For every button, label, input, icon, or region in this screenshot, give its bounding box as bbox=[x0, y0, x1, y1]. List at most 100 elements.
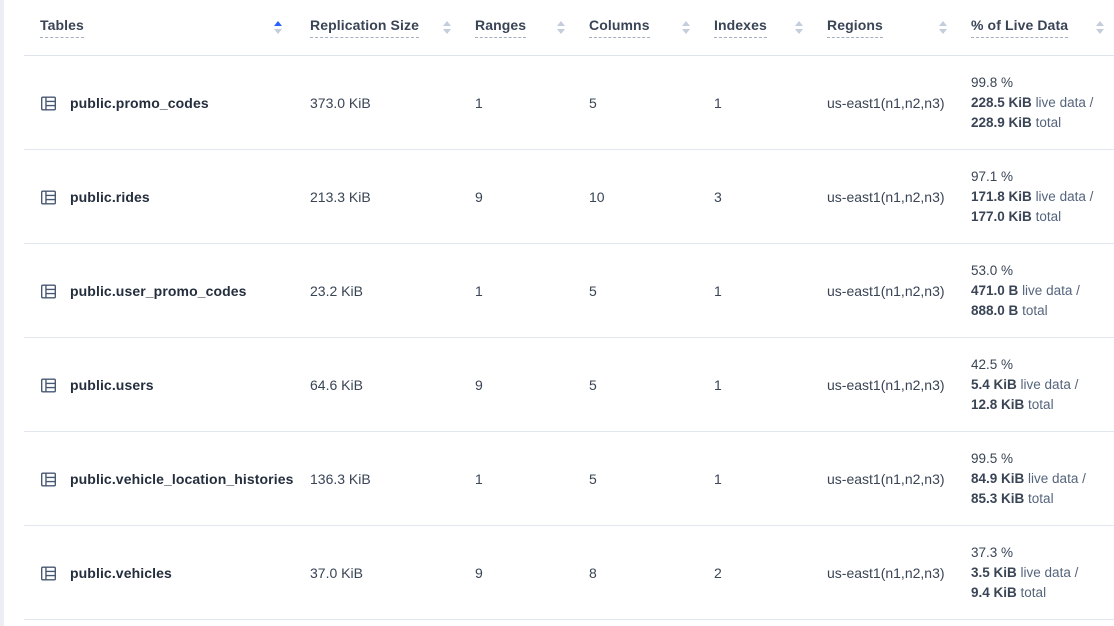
column-header-pct-live-data[interactable]: % of Live Data bbox=[957, 17, 1114, 38]
table-row: public.rides 213.3 KiB 9 10 3 us-east1(n… bbox=[24, 150, 1114, 244]
live-data-line: 5.4 KiB live data / bbox=[971, 376, 1079, 392]
table-icon bbox=[40, 471, 57, 488]
table-icon bbox=[40, 95, 57, 112]
columns-cell: 10 bbox=[589, 188, 605, 205]
live-data-line: 84.9 KiB live data / bbox=[971, 470, 1086, 486]
pct-live-data-cell: 42.5 % 5.4 KiB live data / 12.8 KiB tota… bbox=[957, 355, 1114, 415]
indexes-cell: 1 bbox=[714, 376, 722, 393]
tables-list: Tables Replication Size Ranges Columns I… bbox=[24, 0, 1114, 620]
table-header-row: Tables Replication Size Ranges Columns I… bbox=[24, 0, 1114, 56]
sort-icon bbox=[939, 21, 947, 34]
column-header-label: Regions bbox=[827, 17, 883, 38]
sort-icon bbox=[274, 21, 282, 34]
ranges-cell: 1 bbox=[475, 282, 483, 299]
indexes-cell: 1 bbox=[714, 282, 722, 299]
ranges-cell: 9 bbox=[475, 188, 483, 205]
replication-size-cell: 213.3 KiB bbox=[310, 188, 371, 205]
table-icon bbox=[40, 377, 57, 394]
total-data-line: 228.9 KiB total bbox=[971, 114, 1062, 130]
table-name-cell: public.vehicle_location_histories bbox=[24, 470, 296, 488]
regions-cell: us-east1(n1,n2,n3) bbox=[827, 564, 945, 581]
table-icon bbox=[40, 283, 57, 300]
table-row: public.vehicle_location_histories 136.3 … bbox=[24, 432, 1114, 526]
table-icon bbox=[40, 565, 57, 582]
total-data-line: 888.0 B total bbox=[971, 302, 1048, 318]
total-data-line: 12.8 KiB total bbox=[971, 396, 1054, 412]
column-header-indexes[interactable]: Indexes bbox=[700, 17, 813, 38]
pct-live-data-cell: 53.0 % 471.0 B live data / 888.0 B total bbox=[957, 261, 1114, 321]
table-icon bbox=[40, 189, 57, 206]
regions-cell: us-east1(n1,n2,n3) bbox=[827, 376, 945, 393]
table-row: public.users 64.6 KiB 9 5 1 us-east1(n1,… bbox=[24, 338, 1114, 432]
live-data-line: 471.0 B live data / bbox=[971, 282, 1080, 298]
columns-cell: 8 bbox=[589, 564, 597, 581]
pct-live-value: 53.0 % bbox=[971, 262, 1014, 278]
sort-icon bbox=[443, 21, 451, 34]
indexes-cell: 1 bbox=[714, 470, 722, 487]
replication-size-cell: 37.0 KiB bbox=[310, 564, 363, 581]
sort-icon bbox=[795, 21, 803, 34]
columns-cell: 5 bbox=[589, 376, 597, 393]
table-name-link[interactable]: public.users bbox=[70, 376, 154, 393]
column-header-replication-size[interactable]: Replication Size bbox=[296, 17, 461, 38]
column-header-regions[interactable]: Regions bbox=[813, 17, 957, 38]
regions-cell: us-east1(n1,n2,n3) bbox=[827, 188, 945, 205]
columns-cell: 5 bbox=[589, 282, 597, 299]
sort-icon bbox=[682, 21, 690, 34]
table-row: public.user_promo_codes 23.2 KiB 1 5 1 u… bbox=[24, 244, 1114, 338]
table-name-cell: public.users bbox=[24, 376, 296, 394]
table-name-link[interactable]: public.user_promo_codes bbox=[70, 282, 247, 299]
ranges-cell: 1 bbox=[475, 94, 483, 111]
pct-live-value: 37.3 % bbox=[971, 544, 1014, 560]
table-name-link[interactable]: public.vehicle_location_histories bbox=[70, 470, 294, 487]
column-header-label: Tables bbox=[40, 17, 84, 38]
table-name-cell: public.rides bbox=[24, 188, 296, 206]
total-data-line: 9.4 KiB total bbox=[971, 584, 1047, 600]
replication-size-cell: 373.0 KiB bbox=[310, 94, 371, 111]
pct-live-value: 99.5 % bbox=[971, 450, 1014, 466]
pct-live-value: 42.5 % bbox=[971, 356, 1014, 372]
pct-live-data-cell: 97.1 % 171.8 KiB live data / 177.0 KiB t… bbox=[957, 167, 1114, 227]
column-header-label: Replication Size bbox=[310, 17, 419, 38]
sort-icon bbox=[1096, 21, 1104, 34]
table-name-link[interactable]: public.vehicles bbox=[70, 564, 172, 581]
indexes-cell: 2 bbox=[714, 564, 722, 581]
live-data-line: 171.8 KiB live data / bbox=[971, 188, 1094, 204]
sort-icon bbox=[557, 21, 565, 34]
table-name-link[interactable]: public.rides bbox=[70, 188, 150, 205]
page-left-strip bbox=[0, 0, 4, 626]
table-name-cell: public.vehicles bbox=[24, 564, 296, 582]
total-data-line: 85.3 KiB total bbox=[971, 490, 1054, 506]
live-data-line: 3.5 KiB live data / bbox=[971, 564, 1079, 580]
table-row: public.promo_codes 373.0 KiB 1 5 1 us-ea… bbox=[24, 56, 1114, 150]
ranges-cell: 9 bbox=[475, 376, 483, 393]
columns-cell: 5 bbox=[589, 470, 597, 487]
indexes-cell: 3 bbox=[714, 188, 722, 205]
total-data-line: 177.0 KiB total bbox=[971, 208, 1062, 224]
replication-size-cell: 23.2 KiB bbox=[310, 282, 363, 299]
pct-live-value: 97.1 % bbox=[971, 168, 1014, 184]
column-header-label: Columns bbox=[589, 17, 650, 38]
regions-cell: us-east1(n1,n2,n3) bbox=[827, 282, 945, 299]
regions-cell: us-east1(n1,n2,n3) bbox=[827, 94, 945, 111]
column-header-label: Indexes bbox=[714, 17, 767, 38]
column-header-label: Ranges bbox=[475, 17, 527, 38]
pct-live-value: 99.8 % bbox=[971, 74, 1014, 90]
column-header-ranges[interactable]: Ranges bbox=[461, 17, 575, 38]
columns-cell: 5 bbox=[589, 94, 597, 111]
table-name-cell: public.promo_codes bbox=[24, 94, 296, 112]
live-data-line: 228.5 KiB live data / bbox=[971, 94, 1094, 110]
table-name-cell: public.user_promo_codes bbox=[24, 282, 296, 300]
ranges-cell: 9 bbox=[475, 564, 483, 581]
pct-live-data-cell: 37.3 % 3.5 KiB live data / 9.4 KiB total bbox=[957, 543, 1114, 603]
replication-size-cell: 64.6 KiB bbox=[310, 376, 363, 393]
table-row: public.vehicles 37.0 KiB 9 8 2 us-east1(… bbox=[24, 526, 1114, 620]
column-header-tables[interactable]: Tables bbox=[24, 17, 296, 38]
pct-live-data-cell: 99.5 % 84.9 KiB live data / 85.3 KiB tot… bbox=[957, 449, 1114, 509]
replication-size-cell: 136.3 KiB bbox=[310, 470, 371, 487]
indexes-cell: 1 bbox=[714, 94, 722, 111]
regions-cell: us-east1(n1,n2,n3) bbox=[827, 470, 945, 487]
table-name-link[interactable]: public.promo_codes bbox=[70, 94, 209, 111]
pct-live-data-cell: 99.8 % 228.5 KiB live data / 228.9 KiB t… bbox=[957, 73, 1114, 133]
column-header-columns[interactable]: Columns bbox=[575, 17, 700, 38]
